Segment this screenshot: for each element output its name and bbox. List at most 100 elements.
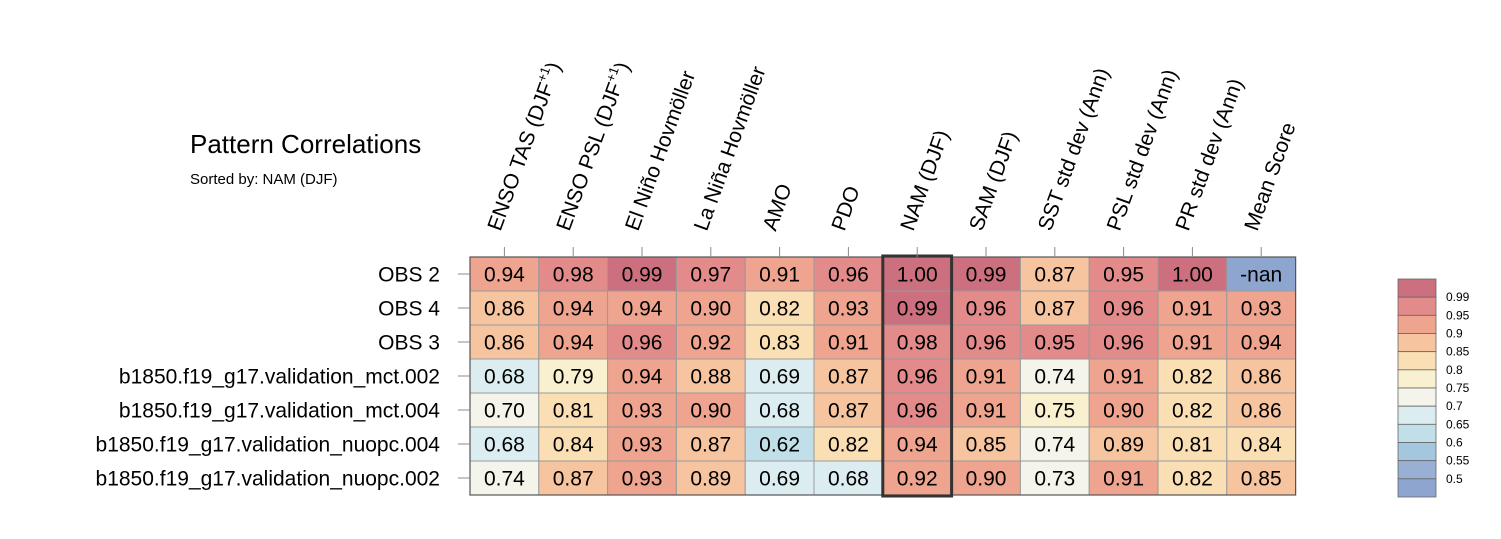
cell-value: 0.89 xyxy=(1103,434,1144,457)
cell-value: 0.84 xyxy=(1241,434,1282,457)
cell-value: 0.96 xyxy=(897,400,938,423)
colorbar-swatch xyxy=(1397,333,1437,353)
cell-value: 0.94 xyxy=(1241,332,1282,355)
cell-value: 0.86 xyxy=(1241,366,1282,389)
cell-value: 0.99 xyxy=(966,264,1007,287)
cell-value: 0.91 xyxy=(828,332,869,355)
colorbar-label: 0.75 xyxy=(1446,381,1470,395)
cell-value: 0.91 xyxy=(1172,298,1213,321)
heatmap-cell xyxy=(1019,426,1090,462)
cell-value: 0.92 xyxy=(690,332,731,355)
cell-value: 0.81 xyxy=(1172,434,1213,457)
cell-value: 0.68 xyxy=(828,468,869,491)
cell-value: 0.91 xyxy=(759,264,800,287)
colorbar-label: 0.95 xyxy=(1446,308,1470,322)
cell-value: 0.73 xyxy=(1034,468,1075,491)
column-label: AMO xyxy=(759,181,797,234)
cell-value: 0.99 xyxy=(897,298,938,321)
cell-value: 0.90 xyxy=(1103,400,1144,423)
cell-value: 0.90 xyxy=(690,298,731,321)
heatmap-cell xyxy=(813,256,884,292)
cell-value: 0.88 xyxy=(690,366,731,389)
heatmap-cell xyxy=(1157,358,1228,394)
column-label: PDO xyxy=(827,183,864,234)
heatmap-cell xyxy=(1226,256,1297,292)
colorbar: 0.99 0.95 0.9 0.85 0.8 0.75 0.7 0.65 0.6 0.55 0.5 xyxy=(1397,278,1470,498)
column-label: PSL std dev (Ann) xyxy=(1103,66,1183,233)
cell-value: 0.87 xyxy=(553,468,594,491)
heatmap-cell xyxy=(951,426,1021,462)
heatmap-cell xyxy=(607,324,677,360)
heatmap-cell xyxy=(1157,392,1228,428)
heatmap-cell xyxy=(744,324,815,360)
cell-value: 0.95 xyxy=(1034,332,1075,355)
heatmap-cell xyxy=(1088,290,1159,326)
chart-subtitle: Sorted by: NAM (DJF) xyxy=(190,171,338,188)
heatmap-cell xyxy=(882,426,953,462)
colorbar-swatch xyxy=(1397,423,1437,443)
heatmap-cell xyxy=(675,324,746,360)
heatmap-cells: 0.94 0.98 0.99 0.97 0.91 0.96 1.00 0.99 0.87 0.95… xyxy=(469,254,1297,498)
colorbar-swatch xyxy=(1397,442,1437,462)
cell-value: 0.97 xyxy=(690,264,731,287)
heatmap-cell xyxy=(1157,460,1228,496)
cell-value: 0.74 xyxy=(1034,366,1075,389)
cell-value: 0.74 xyxy=(1034,434,1075,457)
heatmap-cell xyxy=(675,460,746,496)
heatmap-cell xyxy=(882,324,953,360)
cell-value: 0.90 xyxy=(690,400,731,423)
cell-value: 0.70 xyxy=(484,400,525,423)
heatmap-cell xyxy=(882,392,953,428)
cell-value: 0.79 xyxy=(553,366,594,389)
heatmap-cell xyxy=(951,392,1021,428)
row-label: b1850.f19_g17.validation_nuopc.002 xyxy=(96,468,440,491)
cell-value: 0.94 xyxy=(622,366,663,389)
heatmap-cell xyxy=(1088,426,1159,462)
cell-value: 0.94 xyxy=(553,298,594,321)
cell-value: 0.81 xyxy=(553,400,594,423)
heatmap-cell xyxy=(951,290,1021,326)
cell-value: 0.89 xyxy=(690,468,731,491)
colorbar-label: 0.99 xyxy=(1446,290,1470,304)
colorbar-swatch xyxy=(1397,351,1437,371)
cell-value: 0.93 xyxy=(622,434,663,457)
cell-value: 0.93 xyxy=(622,468,663,491)
cell-value: 0.98 xyxy=(897,332,938,355)
cell-value: -nan xyxy=(1240,264,1282,287)
colorbar-swatch xyxy=(1397,296,1437,316)
colorbar-label: 0.55 xyxy=(1446,454,1470,468)
heatmap-cell xyxy=(1088,358,1159,394)
heatmap-cell xyxy=(1019,460,1090,496)
cell-value: 1.00 xyxy=(1172,264,1213,287)
heatmap-cell xyxy=(1088,256,1159,292)
cell-value: 0.98 xyxy=(553,264,594,287)
heatmap-cell xyxy=(469,358,540,394)
cell-value: 0.68 xyxy=(759,400,800,423)
column-label: El Niño Hovmöller xyxy=(621,68,700,234)
heatmap-cell xyxy=(538,460,609,496)
row-label: b1850.f19_g17.validation_mct.004 xyxy=(119,400,440,423)
column-label: SAM (DJF) xyxy=(965,128,1022,233)
heatmap-cell xyxy=(1157,290,1228,326)
cell-value: 0.91 xyxy=(966,400,1007,423)
column-label: ENSO PSL (DJF+1) xyxy=(549,58,634,234)
cell-value: 0.82 xyxy=(828,434,869,457)
cell-value: 0.95 xyxy=(1103,264,1144,287)
heatmap-cell xyxy=(607,460,677,496)
row-label: OBS 3 xyxy=(378,332,440,355)
cell-value: 0.68 xyxy=(484,434,525,457)
cell-value: 0.96 xyxy=(622,332,663,355)
cell-value: 0.62 xyxy=(759,434,800,457)
cell-value: 0.87 xyxy=(690,434,731,457)
heatmap-cell xyxy=(813,426,884,462)
cell-value: 0.91 xyxy=(1103,366,1144,389)
heatmap-cell xyxy=(675,358,746,394)
heatmap-cell xyxy=(882,460,953,496)
cell-value: 0.82 xyxy=(1172,400,1213,423)
colorbar-label: 0.85 xyxy=(1446,345,1470,359)
row-labels: OBS 2 OBS 4 OBS 3 b1850.f19_g17.validation_… xyxy=(96,264,470,491)
cell-value: 0.96 xyxy=(966,332,1007,355)
heatmap-cell xyxy=(1019,290,1090,326)
heatmap-cell xyxy=(882,290,953,326)
column-label: La Niña Hovmöller xyxy=(690,64,771,234)
